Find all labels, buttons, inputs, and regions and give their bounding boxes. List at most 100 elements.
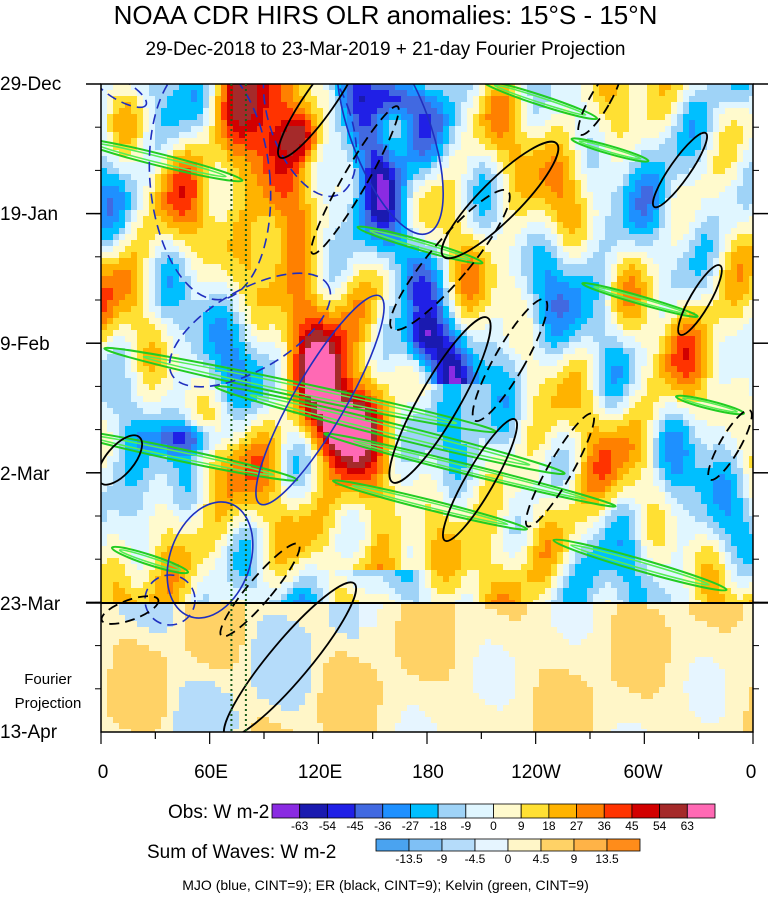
kelvin-contour: [581, 282, 699, 318]
waves-colorbar-label: Sum of Waves: W m-2: [147, 842, 337, 863]
obs-colorbar-tick: -18: [429, 819, 447, 833]
er-contour: [652, 131, 708, 209]
waves-colorbar-swatch: [441, 838, 476, 852]
obs-colorbar-swatch: [576, 803, 605, 819]
obs-colorbar-swatch: [382, 803, 411, 819]
waves-colorbar-tick: 9: [570, 852, 578, 866]
obs-colorbar-swatch: [520, 803, 550, 819]
er-contour: [277, 84, 363, 159]
er-contour: [524, 412, 596, 528]
y-tick-label: 13-Apr: [0, 722, 58, 743]
obs-colorbar-tick: -54: [318, 819, 337, 833]
obs-colorbar-swatch: [437, 803, 467, 819]
kelvin-contour: [570, 544, 710, 586]
kelvin-contour: [118, 549, 182, 571]
kelvin-contour: [481, 84, 599, 121]
kelvin-contour: [682, 397, 738, 413]
kelvin-contour: [101, 434, 275, 476]
x-tick-label: 60E: [194, 762, 228, 783]
kelvin-contour: [110, 545, 190, 575]
plot-axes: [86, 83, 768, 744]
obs-colorbar-tick: -36: [374, 819, 392, 833]
er-contour: [101, 434, 143, 486]
obs-colorbar-tick: 27: [569, 819, 584, 833]
fourier-label-line1: Fourier: [24, 671, 72, 688]
obs-colorbar-swatch: [326, 803, 356, 819]
waves-colorbar-swatch: [540, 838, 575, 852]
kelvin-contour: [570, 137, 650, 163]
er-contour: [223, 581, 357, 732]
er-contour: [219, 542, 301, 638]
y-tick-label: 19-Jan: [0, 204, 59, 225]
legend-footer: MJO (blue, CINT=9); ER (black, CINT=9); …: [182, 877, 589, 893]
x-tick-label: 180: [412, 762, 444, 783]
er-contour: [101, 595, 160, 625]
obs-colorbar-tick: 18: [542, 819, 556, 833]
obs-colorbar-swatch: [631, 803, 661, 819]
kelvin-contour: [356, 225, 484, 265]
er-contour: [389, 188, 511, 332]
obs-colorbar-tick: 45: [625, 819, 639, 833]
waves-colorbar-tick: 13.5: [595, 852, 619, 866]
wave-contours: [101, 84, 753, 732]
x-tick-label: 0: [745, 762, 757, 783]
mjo-contour: [336, 84, 444, 236]
kelvin-contour: [331, 479, 529, 531]
obs-colorbar-swatch: [354, 803, 384, 819]
er-contour: [442, 418, 518, 542]
obs-colorbar-swatch: [548, 803, 577, 819]
er-contour: [677, 264, 723, 336]
kelvin-contour: [323, 432, 617, 508]
y-tick-label: 23-Mar: [0, 594, 61, 615]
obs-colorbar-swatch: [271, 803, 301, 819]
er-contour: [707, 409, 753, 481]
er-contour: [471, 298, 549, 422]
obs-colorbar-swatch: [465, 803, 494, 819]
obs-colorbar-tick: 63: [680, 819, 694, 833]
obs-colorbar-swatch: [686, 803, 716, 819]
mjo-contour: [144, 574, 196, 626]
mjo-contour: [101, 84, 148, 109]
waves-colorbar-tick: -13.5: [395, 852, 423, 866]
obs-colorbar-swatch: [493, 803, 522, 819]
waves-colorbar-tick: -9: [436, 852, 448, 866]
mjo-contour: [148, 84, 272, 301]
kelvin-contour: [214, 384, 566, 476]
er-contour: [310, 105, 400, 255]
kelvin-contour: [593, 285, 687, 315]
kelvin-contour: [552, 538, 728, 592]
fourier-label-line2: Projection: [14, 695, 82, 712]
mjo-contour: [168, 272, 332, 388]
mjo-contour: [255, 294, 385, 506]
obs-colorbar-tick: -27: [401, 819, 420, 833]
obs-colorbar-tick: 9: [517, 819, 525, 833]
kelvin-contour: [101, 142, 227, 178]
waves-colorbar-swatch: [573, 838, 608, 852]
waves-colorbar-tick: 4.5: [532, 852, 550, 866]
obs-colorbar-tick: -63: [291, 819, 309, 833]
kelvin-contour: [101, 137, 244, 183]
y-tick-label: 29-Dec: [0, 74, 62, 95]
chart-subtitle: 29-Dec-2018 to 23-Mar-2019 + 21-day Four…: [145, 39, 626, 60]
waves-colorbar-swatch: [408, 838, 443, 852]
y-tick-label: 9-Feb: [0, 334, 50, 355]
obs-colorbar-swatch: [659, 803, 688, 819]
obs-colorbar-tick: -45: [346, 819, 364, 833]
kelvin-contour: [578, 140, 642, 160]
waves-colorbar-tick: -4.5: [464, 852, 486, 866]
obs-colorbar-swatch: [299, 803, 328, 819]
obs-colorbar-swatch: [410, 803, 439, 819]
kelvin-contour: [369, 229, 471, 261]
waves-colorbar-swatch: [375, 838, 410, 852]
x-tick-label: 0: [97, 762, 109, 783]
chart-title: NOAA CDR HIRS OLR anomalies: 15°S - 15°N: [113, 0, 658, 30]
obs-colorbar-tick: 0: [490, 819, 497, 833]
waves-colorbar-swatch: [606, 838, 641, 852]
waves-colorbar-swatch: [474, 838, 509, 852]
obs-colorbar-tick: 36: [597, 819, 611, 833]
waves-colorbar-tick: 0: [504, 852, 512, 866]
kelvin-contour: [249, 394, 531, 466]
obs-colorbar-swatch: [603, 803, 633, 819]
waves-colorbar-swatch: [507, 838, 542, 852]
